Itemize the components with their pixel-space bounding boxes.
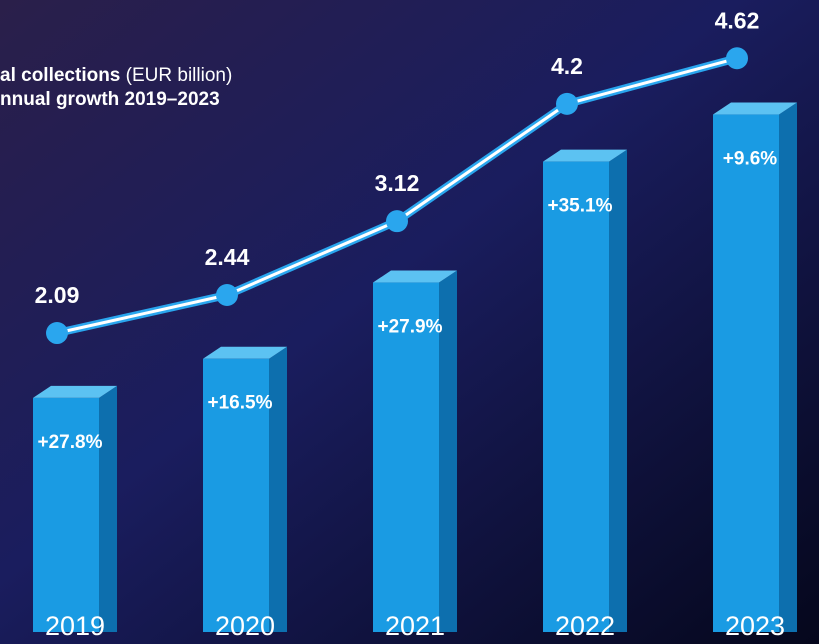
growth-label: +27.8% bbox=[38, 432, 103, 453]
chart-title: al collections (EUR billion) bbox=[0, 65, 232, 86]
bar bbox=[543, 162, 609, 632]
data-label: 4.2 bbox=[551, 53, 583, 79]
chart-subtitle: nnual growth 2019–2023 bbox=[0, 89, 220, 110]
growth-label: +16.5% bbox=[208, 393, 273, 414]
bar-side bbox=[269, 347, 287, 632]
x-tick-label: 2019 bbox=[45, 611, 105, 641]
bar bbox=[713, 115, 779, 632]
point bbox=[556, 93, 578, 115]
bar-side bbox=[609, 150, 627, 632]
x-tick-label: 2021 bbox=[385, 611, 445, 641]
growth-label: +9.6% bbox=[723, 149, 778, 170]
data-label: 2.09 bbox=[35, 282, 80, 308]
data-label: 3.12 bbox=[375, 170, 420, 196]
growth-label: +35.1% bbox=[548, 196, 613, 217]
data-label: 4.62 bbox=[715, 7, 760, 33]
point bbox=[386, 210, 408, 232]
growth-label: +27.9% bbox=[378, 317, 443, 338]
point bbox=[216, 284, 238, 306]
point bbox=[46, 322, 68, 344]
x-tick-label: 2022 bbox=[555, 611, 615, 641]
bar-side bbox=[99, 386, 117, 632]
bar-side bbox=[779, 103, 797, 632]
x-tick-label: 2020 bbox=[215, 611, 275, 641]
data-label: 2.44 bbox=[205, 244, 250, 270]
point bbox=[726, 47, 748, 69]
chart: al collections (EUR billion) nnual growt… bbox=[0, 0, 819, 644]
x-tick-label: 2023 bbox=[725, 611, 785, 641]
